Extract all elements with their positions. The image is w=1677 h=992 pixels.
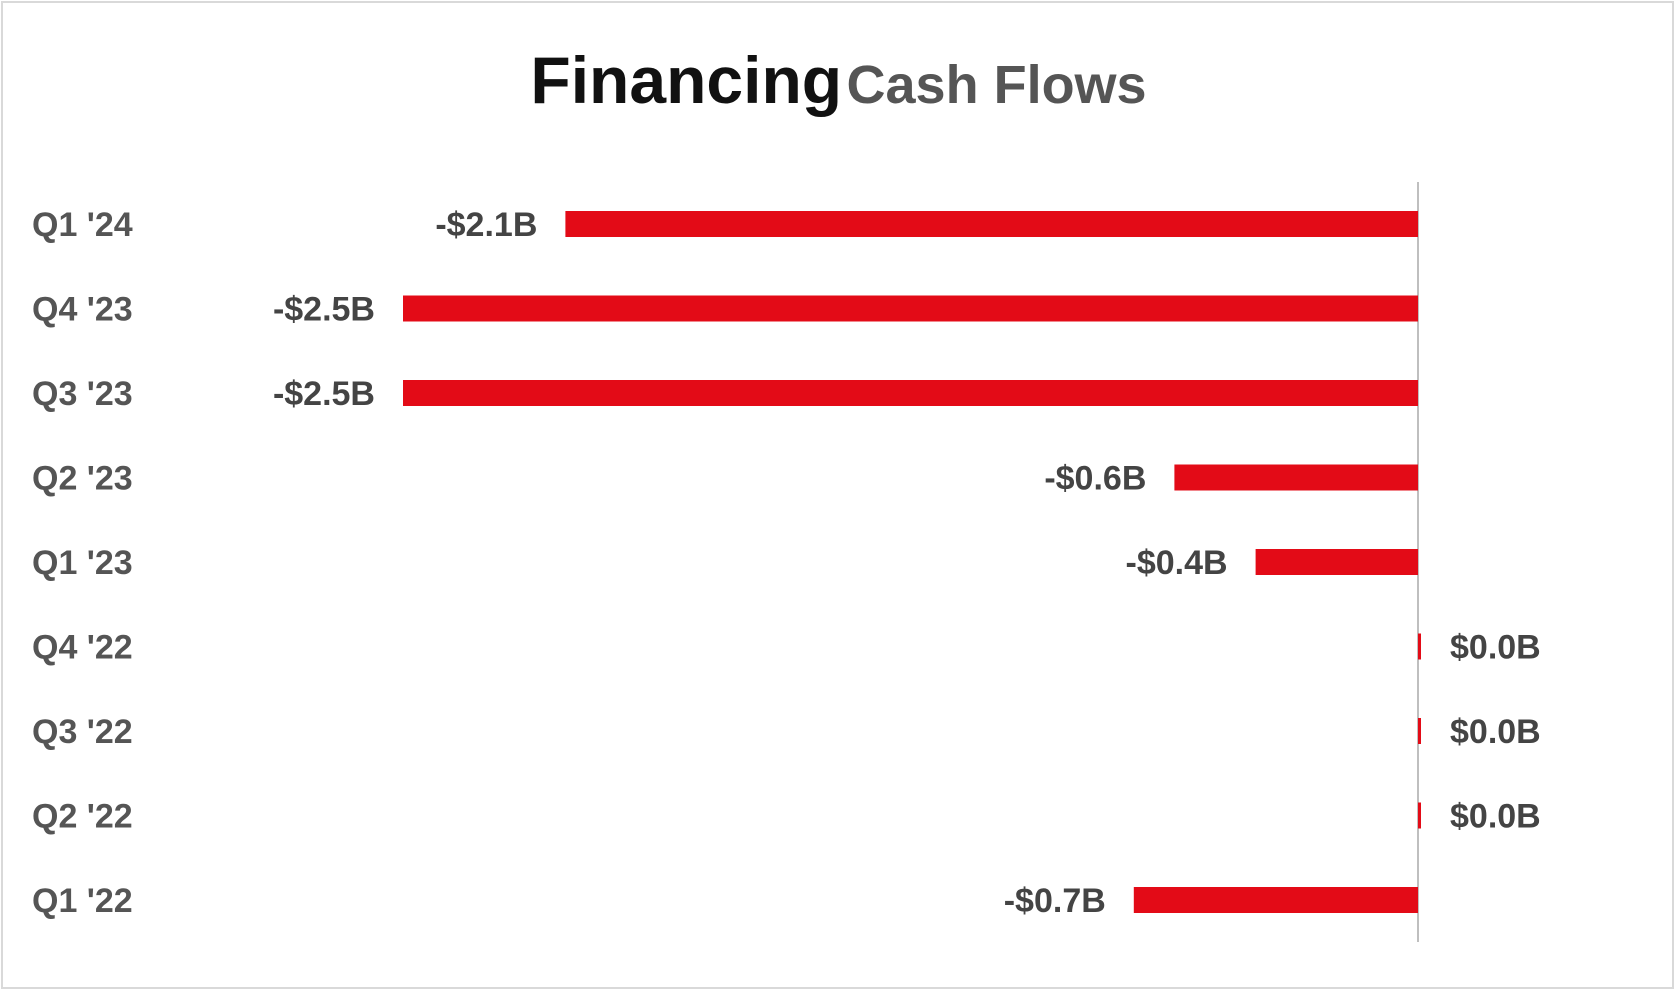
data-label: $0.0B xyxy=(1450,629,1541,667)
bar xyxy=(403,295,1418,322)
bar xyxy=(1418,633,1421,660)
category-label: Q3 '23 xyxy=(32,375,133,413)
category-label: Q4 '22 xyxy=(32,629,133,667)
data-label: -$0.7B xyxy=(1004,882,1106,920)
data-label: -$0.6B xyxy=(1044,460,1146,498)
bar xyxy=(1133,887,1418,913)
data-label: -$2.5B xyxy=(273,375,375,413)
bar xyxy=(403,380,1418,406)
chart-title-main: Financing xyxy=(530,43,843,117)
category-label: Q2 '22 xyxy=(32,798,133,836)
chart-title: Financing Cash Flows xyxy=(0,42,1677,118)
bar xyxy=(1418,718,1421,744)
data-label: $0.0B xyxy=(1450,798,1541,836)
category-label: Q1 '23 xyxy=(32,544,133,582)
bar xyxy=(1255,549,1418,575)
data-label: -$0.4B xyxy=(1126,544,1228,582)
data-label: $0.0B xyxy=(1450,713,1541,751)
chart-title-sub: Cash Flows xyxy=(846,55,1147,115)
category-label: Q1 '24 xyxy=(32,206,133,244)
data-label: -$2.1B xyxy=(435,206,537,244)
bar xyxy=(1418,802,1421,829)
data-label: -$2.5B xyxy=(273,291,375,329)
bar xyxy=(1174,464,1418,491)
category-label: Q4 '23 xyxy=(32,291,133,329)
category-label: Q2 '23 xyxy=(32,460,133,498)
bar xyxy=(565,211,1418,237)
category-label: Q3 '22 xyxy=(32,713,133,751)
category-label: Q1 '22 xyxy=(32,882,133,920)
